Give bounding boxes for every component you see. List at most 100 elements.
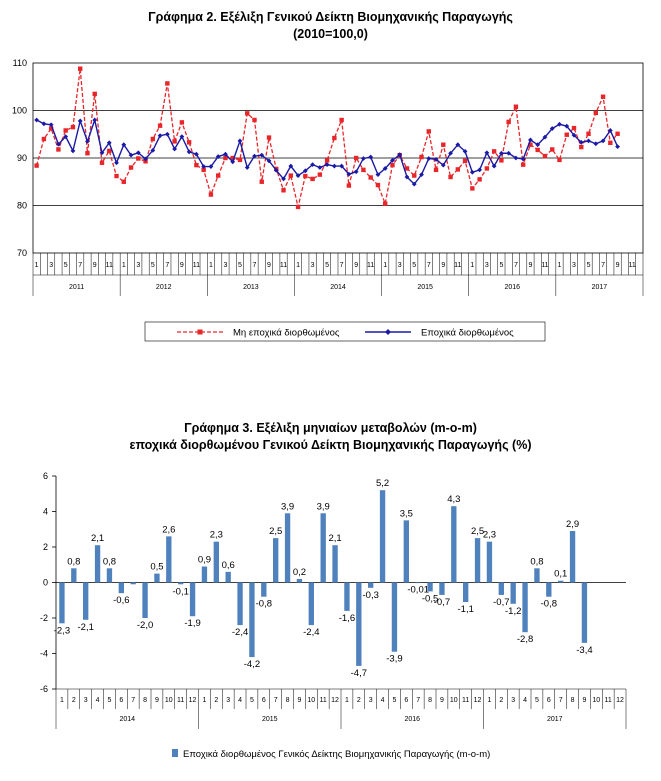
chart1-nsa-point [114,173,119,179]
chart2-title: Γράφημα 3. Εξέλιξη μηνιαίων μεταβολών (m… [184,421,477,435]
chart1-nsa-point [455,167,461,172]
chart2-data-label: -0,7 [434,597,450,608]
chart2-data-label: 3,9 [281,501,294,512]
chart2-data-label: -0,5 [422,593,438,604]
chart1-nsa-point [266,135,272,140]
chart1-sa-point [186,149,192,155]
chart2-bar [59,582,65,624]
chart1-sa-point [179,134,185,140]
chart2-month-label: 3 [511,697,515,704]
chart1-nsa-point [48,126,54,131]
chart2-month-label: 3 [369,697,373,704]
chart1-sa-point [201,164,207,169]
chart1-sa-point [397,152,403,158]
chart2-data-label: 2,5 [269,526,282,537]
chart2-month-label: 2 [214,697,218,704]
chart1-sa-point [600,138,606,144]
chart1-sa-point [281,176,286,182]
chart1-sa-point [288,163,294,169]
chart2-data-label: -0,6 [113,595,129,606]
chart2-bar [213,541,219,583]
chart1-sa-point [317,165,323,170]
chart1-nsa-point [317,172,323,177]
chart1-nsa-point [441,142,446,147]
chart1-nsa-point [252,117,257,123]
chart1-nsa-point [346,183,352,188]
chart1-nsa-point [70,124,76,130]
chart2-y-tick-label: -6 [40,684,48,694]
chart2-bar [403,520,409,583]
chart1-nsa-point [361,167,366,173]
chart2-month-label: 1 [202,697,206,704]
chart2-legend-label: Εποχικά διορθωμένος Γενικός Δείκτης Βιομ… [183,749,490,760]
chart1-year-label: 2017 [592,284,608,291]
chart1-sa-point [273,167,279,173]
chart1-nsa-point [571,125,577,131]
chart1-month-label: 5 [499,262,503,269]
chart2-year-label: 2015 [262,716,278,723]
chart1-nsa-point [136,156,141,161]
chart2-month-label: 5 [250,697,254,704]
chart1-month-label: 5 [587,262,591,269]
chart1-sa-point [310,162,315,168]
chart1-month-label: 3 [485,262,489,269]
chart1-nsa-point [375,182,381,188]
chart1-month-label: 5 [151,262,155,269]
chart1-month-label: 5 [238,262,242,269]
chart1-month-label: 5 [325,262,329,269]
chart1-sa-point [121,142,127,148]
chart1-sa-point [48,122,54,128]
chart1-nsa-point [383,201,388,206]
chart1-month-label: 5 [412,262,416,269]
chart2-bar [534,568,540,583]
chart1-month-label: 3 [49,262,53,269]
chart2-month-label: 11 [462,697,469,704]
chart2-month-label: 3 [226,697,230,704]
chart2-bar [189,582,196,617]
chart2-month-label: 9 [440,697,444,704]
chart1-nsa-point [201,167,206,173]
chart2-month-label: 4 [238,697,242,704]
chart1-year-label: 2013 [243,284,259,291]
chart1-nsa-point [339,117,344,123]
chart1-sa-point [382,166,388,171]
chart2-data-label: -0,1 [173,586,189,597]
chart2-data-label: 0,8 [103,556,116,567]
chart2-month-label: 10 [450,697,458,704]
chart1-month-label: 3 [223,262,227,269]
chart1-month-label: 9 [354,262,358,269]
chart2-data-label: 0,6 [222,560,235,571]
chart1-nsa-point [194,162,199,168]
chart1-nsa-point [78,66,83,71]
chart1-sa-point [215,154,221,159]
chart1-nsa-point [245,111,250,116]
chart2-data-label: -3,9 [386,654,402,665]
chart2-bar [154,573,160,583]
chart2-month-label: 8 [286,697,290,704]
chart1-sa-point [549,126,555,131]
chart2-data-label: 0,9 [198,555,211,566]
chart2-data-label: -2,4 [232,627,248,638]
chart2-bar [427,582,433,592]
chart1-month-label: 1 [209,262,213,269]
chart2-year-label: 2014 [119,716,135,723]
chart2-bar [581,582,588,643]
chart1-nsa-point [368,175,373,180]
chart1-month-label: 1 [296,262,300,269]
chart1-sa-point [593,141,599,147]
chart1-sa-point [557,121,562,127]
chart2-data-label: -1,9 [184,618,200,629]
chart1-nsa-point [557,157,562,163]
chart2-month-label: 6 [547,697,551,704]
chart2-bar [332,545,338,583]
chart1-month-label: 7 [78,262,82,269]
chart1-nsa-point [34,163,39,168]
chart2-data-label: 2,5 [471,526,484,537]
chart1-nsa-point [172,139,177,144]
chart2-month-label: 8 [571,697,575,704]
chart2-y-tick-label: 0 [43,578,48,588]
chart2-bar [273,538,279,583]
chart2-bar [522,582,528,633]
chart2-bar [249,582,255,658]
chart1-nsa-point [63,128,68,133]
